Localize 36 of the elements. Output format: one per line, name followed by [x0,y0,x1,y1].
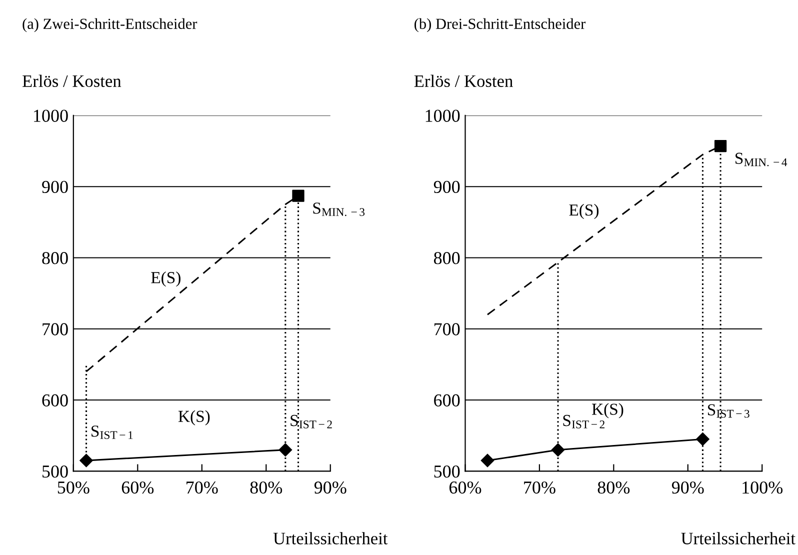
annotation: S$_{IST−3}$ [708,404,750,418]
x-tick-label: 60% [449,481,482,494]
x-tick-label: 60% [122,481,154,494]
y-tick-label: 600 [42,394,68,406]
y-tick-label: 500 [42,465,68,478]
x-tick-label: 50% [58,481,90,494]
annotation: S$_{MIN.−4}$ [736,152,788,166]
x-tick-label: 70% [524,481,556,494]
annotation: K(S) [178,410,210,426]
x-tick-label: 70% [186,481,218,494]
y-tick-label: 800 [434,252,460,264]
y-tick-label: 600 [434,394,460,406]
y-tick-label: 700 [434,323,460,336]
y-axis-title: Erlös / Kosten [414,74,513,88]
x-axis-title: Urteilssicherheit [273,532,388,544]
chart-title: (a) Zwei-Schritt-Entscheider [22,18,198,32]
x-tick-label: 90% [672,481,704,494]
y-tick-label: 700 [42,323,68,336]
annotation: E(S) [569,204,599,220]
x-axis-title: Urteilssicherheit [681,532,796,544]
x-tick-label: 80% [250,481,282,494]
x-tick-label: 100% [742,481,783,494]
y-tick-label: 900 [42,180,68,194]
y-tick-label: 1000 [426,110,460,122]
y-tick-label: 800 [42,252,68,264]
annotation: S$_{IST−2}$ [290,414,332,428]
annotation: E(S) [151,272,180,287]
annotation: S$_{MIN.−3}$ [313,202,365,216]
y-tick-label: 1000 [34,110,68,122]
annotation: S$_{IST−1}$ [92,426,133,440]
x-tick-label: 90% [314,481,346,494]
chart-title: (b) Drei-Schritt-Entscheider [414,18,586,32]
y-tick-label: 500 [434,465,460,478]
x-tick-label: 80% [598,481,630,494]
y-axis-title: Erlös / Kosten [22,74,122,88]
y-tick-label: 900 [434,180,460,194]
